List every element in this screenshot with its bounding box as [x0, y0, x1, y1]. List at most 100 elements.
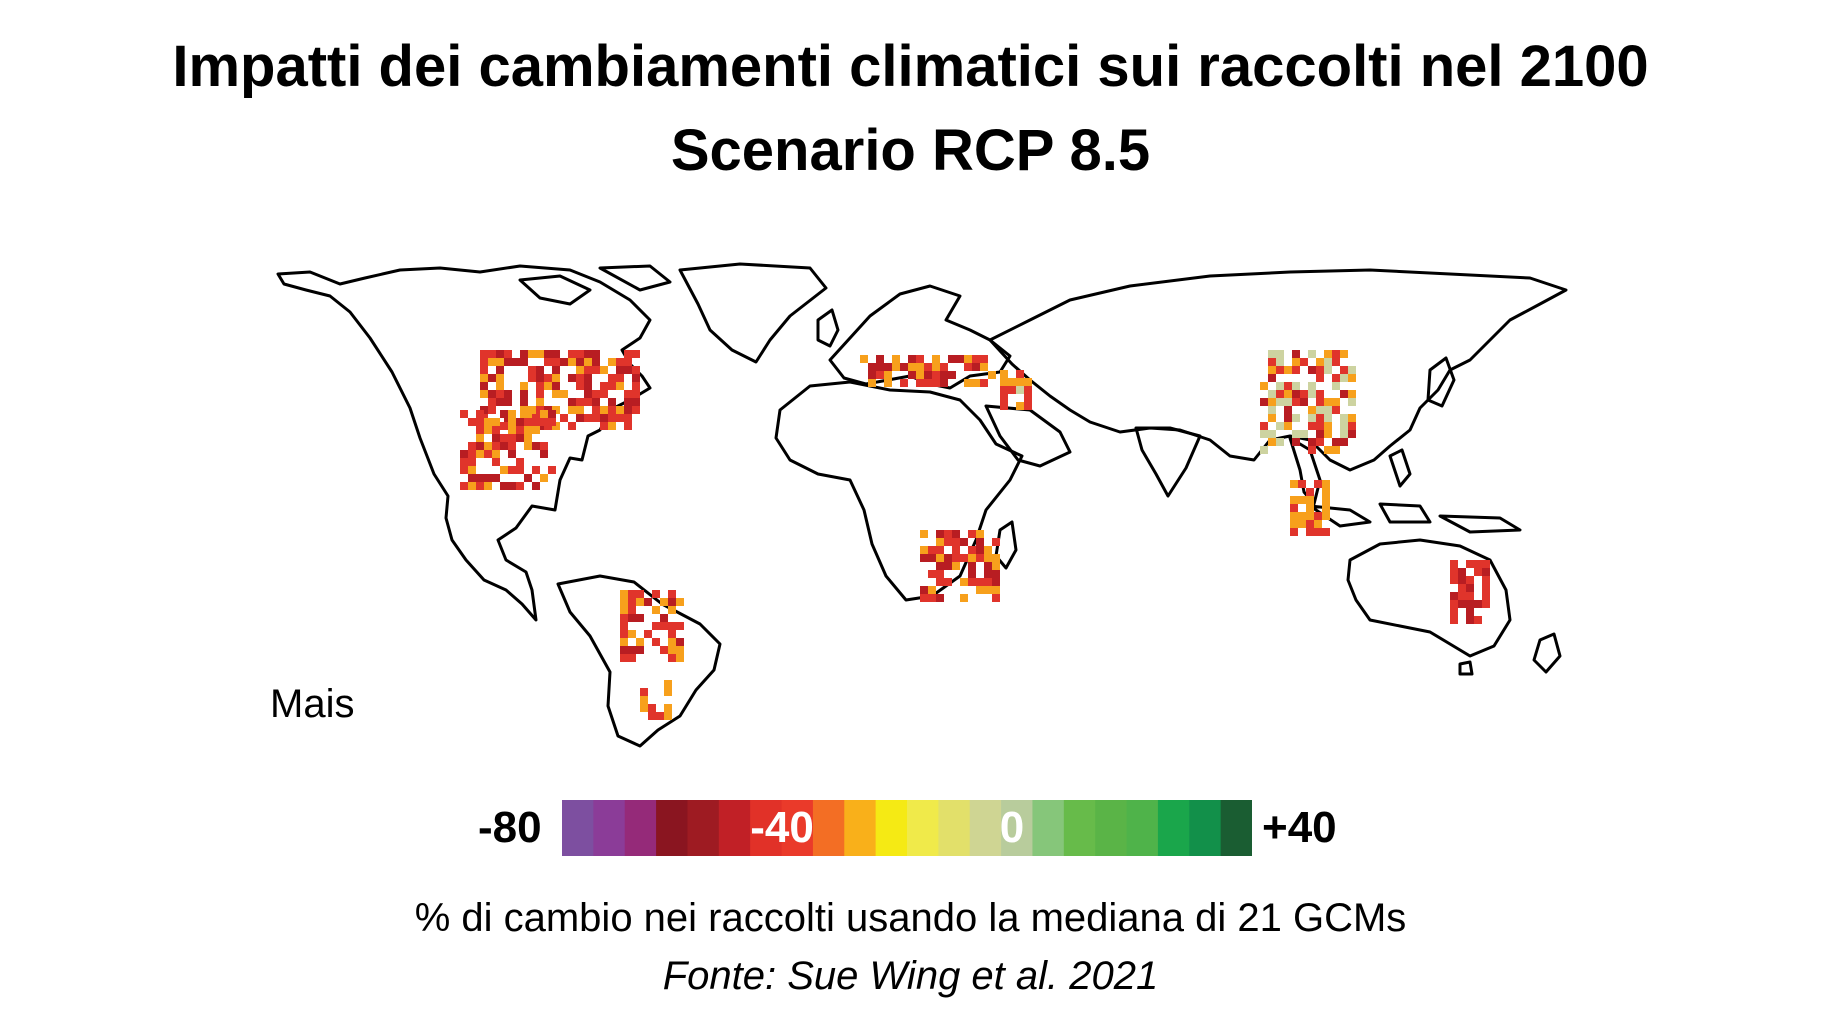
yield-cell — [1450, 568, 1458, 576]
yield-cell — [936, 530, 944, 538]
yield-cell — [972, 379, 980, 387]
yield-cell — [860, 355, 868, 363]
yield-cell — [1316, 414, 1324, 422]
yield-cell — [968, 546, 976, 554]
yield-cell — [960, 594, 968, 602]
yield-cell — [976, 586, 984, 594]
yield-cell — [1284, 422, 1292, 430]
yield-cell — [632, 406, 640, 414]
yield-cell — [532, 466, 540, 474]
yield-cell — [908, 363, 916, 371]
yield-cell — [492, 474, 500, 482]
yield-cell — [676, 622, 684, 630]
yield-cell — [516, 426, 524, 434]
yield-cell — [460, 482, 468, 490]
yield-cell — [668, 654, 676, 662]
yield-cell — [920, 594, 928, 602]
yield-cell — [1340, 438, 1348, 446]
yield-cell — [1290, 528, 1298, 536]
yield-cell — [516, 466, 524, 474]
yield-cell — [540, 450, 548, 458]
yield-cell — [460, 450, 468, 458]
yield-cell — [976, 554, 984, 562]
yield-cell — [468, 482, 476, 490]
yield-cell — [1268, 390, 1276, 398]
yield-cell — [536, 398, 544, 406]
yield-cell — [1284, 406, 1292, 414]
yield-cell — [592, 390, 600, 398]
yield-cell — [520, 390, 528, 398]
yield-cell — [1314, 528, 1322, 536]
yield-cell — [968, 530, 976, 538]
yield-cell — [976, 538, 984, 546]
yield-cell — [916, 355, 924, 363]
yield-cell — [552, 374, 560, 382]
yield-cell — [1276, 398, 1284, 406]
yield-cell — [484, 426, 492, 434]
yield-cell — [660, 622, 668, 630]
yield-cell — [984, 546, 992, 554]
yield-cell — [520, 358, 528, 366]
yield-cell — [616, 358, 624, 366]
yield-cell — [460, 458, 468, 466]
yield-cell — [920, 554, 928, 562]
yield-cell — [500, 442, 508, 450]
yield-cell — [1348, 366, 1356, 374]
coast-madagascar — [994, 520, 1018, 570]
yield-cell — [1276, 390, 1284, 398]
yield-cell — [516, 482, 524, 490]
yield-cell — [508, 418, 516, 426]
yield-cell — [952, 546, 960, 554]
yield-cell — [980, 363, 988, 371]
yield-cell — [1292, 390, 1300, 398]
yield-cell — [1314, 480, 1322, 488]
colorbar-swatch — [750, 800, 783, 856]
yield-cell — [1332, 350, 1340, 358]
yield-cell — [508, 466, 516, 474]
yield-cell — [1316, 390, 1324, 398]
yield-cell — [1324, 422, 1332, 430]
coast-uk — [816, 308, 840, 348]
yield-cell — [476, 418, 484, 426]
coast-new-zealand — [1532, 632, 1562, 674]
yield-cell — [1260, 398, 1268, 406]
yield-cell — [1260, 446, 1268, 454]
yield-cell — [500, 466, 508, 474]
yield-cell — [516, 434, 524, 442]
yield-cell — [568, 358, 576, 366]
yield-cell — [524, 442, 532, 450]
yield-cell — [668, 630, 676, 638]
yield-cell — [1284, 390, 1292, 398]
yield-cell — [488, 350, 496, 358]
yield-cell — [536, 366, 544, 374]
yield-cell — [532, 426, 540, 434]
yield-cell — [632, 350, 640, 358]
colorbar-swatch — [1032, 800, 1065, 856]
yield-cell — [1340, 390, 1348, 398]
yield-cell — [484, 418, 492, 426]
yield-cell — [1292, 414, 1300, 422]
yield-cell — [640, 704, 648, 712]
yield-cell — [664, 680, 672, 688]
yield-cell — [608, 406, 616, 414]
yield-cell — [600, 382, 608, 390]
yield-cell — [676, 654, 684, 662]
yield-cell — [484, 450, 492, 458]
yield-cell — [568, 398, 576, 406]
yield-cell — [628, 614, 636, 622]
yield-cell — [520, 350, 528, 358]
yield-cell — [576, 350, 584, 358]
yield-cell — [628, 598, 636, 606]
yield-cell — [552, 366, 560, 374]
yield-cell — [592, 350, 600, 358]
yield-cell — [1322, 512, 1330, 520]
yield-cell — [488, 390, 496, 398]
colorbar: -40 0 — [562, 800, 1252, 856]
yield-cell — [668, 598, 676, 606]
yield-cell — [480, 358, 488, 366]
coast-philippines — [1388, 448, 1412, 488]
colorbar-swatch — [1157, 800, 1190, 856]
yield-cell — [636, 614, 644, 622]
yield-cell — [936, 546, 944, 554]
yield-cell — [1466, 592, 1474, 600]
